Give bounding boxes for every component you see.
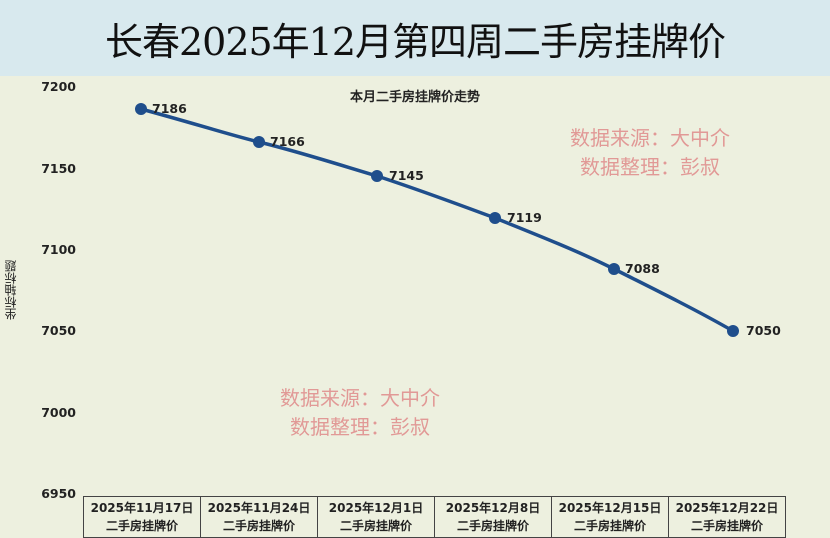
data-point [135,103,147,115]
data-label: 7088 [625,261,660,276]
data-point [489,212,501,224]
watermark-source: 数据来源：大中介 [570,126,730,150]
x-category: 2025年12月1日 二手房挂牌价 [317,496,435,538]
data-point [727,325,739,337]
data-point [608,263,620,275]
y-tick: 7000 [41,405,76,420]
header-banner: 长春2025年12月第四周二手房挂牌价 [0,0,830,76]
data-point [371,170,383,182]
x-category: 2025年11月24日 二手房挂牌价 [200,496,318,538]
watermark-bottom: 数据来源：大中介 数据整理：彭叔 [250,384,470,442]
page-title: 长春2025年12月第四周二手房挂牌价 [104,19,726,64]
watermark-author: 数据整理：彭叔 [290,415,430,439]
y-tick: 6950 [41,486,76,501]
data-label: 7050 [746,323,781,338]
data-label: 7119 [507,210,542,225]
y-tick: 7100 [41,242,76,257]
x-category: 2025年12月8日 二手房挂牌价 [434,496,552,538]
x-category: 2025年11月17日 二手房挂牌价 [83,496,201,538]
data-label: 7166 [270,134,305,149]
x-category: 2025年12月22日 二手房挂牌价 [668,496,786,538]
data-label: 7145 [389,168,424,183]
watermark-source: 数据来源：大中介 [280,386,440,410]
watermark-top-right: 数据来源：大中介 数据整理：彭叔 [540,124,760,182]
y-tick: 7200 [41,79,76,94]
x-axis-labels: 2025年11月17日 二手房挂牌价 2025年11月24日 二手房挂牌价 2025… [83,496,786,538]
y-tick: 7050 [41,323,76,338]
watermark-author: 数据整理：彭叔 [580,155,720,179]
data-label: 7186 [152,101,187,116]
data-point [253,136,265,148]
chart-title: 本月二手房挂牌价走势 [349,90,480,105]
y-tick: 7150 [41,161,76,176]
x-category: 2025年12月15日 二手房挂牌价 [551,496,669,538]
